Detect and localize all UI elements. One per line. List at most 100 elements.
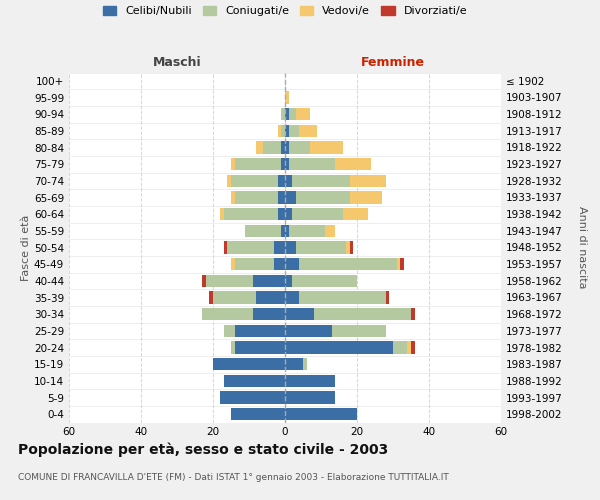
Bar xyxy=(274,242,285,254)
Bar xyxy=(289,108,296,120)
Bar xyxy=(350,191,382,204)
Bar xyxy=(343,208,368,220)
Bar xyxy=(213,291,256,304)
Bar xyxy=(227,174,231,187)
Bar xyxy=(292,274,357,287)
Bar xyxy=(213,358,285,370)
Bar xyxy=(350,242,353,254)
Legend: Celibi/Nubili, Coniugati/e, Vedovi/e, Divorziati/e: Celibi/Nubili, Coniugati/e, Vedovi/e, Di… xyxy=(98,1,472,20)
Bar xyxy=(314,308,411,320)
Bar xyxy=(335,158,371,170)
Bar xyxy=(235,191,278,204)
Bar xyxy=(278,174,285,187)
Bar xyxy=(224,374,285,387)
Bar xyxy=(285,191,296,204)
Bar xyxy=(285,242,296,254)
Bar xyxy=(346,242,350,254)
Bar xyxy=(281,141,285,154)
Bar xyxy=(245,224,281,237)
Bar xyxy=(299,258,397,270)
Bar xyxy=(281,124,285,137)
Bar xyxy=(231,158,235,170)
Bar xyxy=(220,208,224,220)
Bar xyxy=(285,358,303,370)
Bar xyxy=(285,108,289,120)
Bar xyxy=(235,258,274,270)
Bar xyxy=(281,224,285,237)
Bar xyxy=(256,291,285,304)
Bar xyxy=(278,124,281,137)
Bar xyxy=(397,258,400,270)
Bar xyxy=(393,341,407,354)
Bar xyxy=(278,208,285,220)
Bar xyxy=(285,374,335,387)
Bar xyxy=(281,158,285,170)
Bar xyxy=(285,158,289,170)
Bar xyxy=(285,391,335,404)
Bar xyxy=(407,341,411,354)
Bar xyxy=(278,191,285,204)
Bar xyxy=(400,258,404,270)
Bar xyxy=(289,224,325,237)
Bar xyxy=(224,208,278,220)
Bar xyxy=(202,274,206,287)
Bar xyxy=(411,341,415,354)
Bar xyxy=(285,324,332,337)
Bar xyxy=(296,191,350,204)
Bar xyxy=(253,308,285,320)
Bar xyxy=(296,242,346,254)
Bar xyxy=(231,341,235,354)
Bar xyxy=(227,242,274,254)
Bar xyxy=(220,391,285,404)
Bar xyxy=(285,408,357,420)
Bar xyxy=(292,174,350,187)
Bar xyxy=(285,341,393,354)
Bar xyxy=(224,324,235,337)
Y-axis label: Fasce di età: Fasce di età xyxy=(21,214,31,280)
Bar xyxy=(285,141,289,154)
Bar xyxy=(350,174,386,187)
Bar xyxy=(285,224,289,237)
Bar xyxy=(263,141,281,154)
Bar xyxy=(303,358,307,370)
Bar xyxy=(292,208,343,220)
Bar xyxy=(281,108,285,120)
Bar xyxy=(386,291,389,304)
Bar xyxy=(231,174,278,187)
Text: Popolazione per età, sesso e stato civile - 2003: Popolazione per età, sesso e stato civil… xyxy=(18,442,388,457)
Bar xyxy=(256,141,263,154)
Bar xyxy=(285,308,314,320)
Bar xyxy=(285,124,289,137)
Bar xyxy=(285,208,292,220)
Bar xyxy=(231,258,235,270)
Bar xyxy=(285,291,299,304)
Bar xyxy=(289,158,335,170)
Bar xyxy=(231,191,235,204)
Bar xyxy=(235,324,285,337)
Text: Maschi: Maschi xyxy=(152,56,202,69)
Bar xyxy=(299,291,386,304)
Bar xyxy=(231,408,285,420)
Bar xyxy=(325,224,335,237)
Bar xyxy=(310,141,343,154)
Bar xyxy=(253,274,285,287)
Bar xyxy=(209,291,213,304)
Bar xyxy=(411,308,415,320)
Bar xyxy=(285,274,292,287)
Bar xyxy=(206,274,253,287)
Bar xyxy=(235,158,281,170)
Bar xyxy=(285,258,299,270)
Text: COMUNE DI FRANCAVILLA D'ETE (FM) - Dati ISTAT 1° gennaio 2003 - Elaborazione TUT: COMUNE DI FRANCAVILLA D'ETE (FM) - Dati … xyxy=(18,472,449,482)
Bar xyxy=(289,141,310,154)
Text: Femmine: Femmine xyxy=(361,56,425,69)
Bar xyxy=(224,242,227,254)
Bar xyxy=(285,174,292,187)
Bar xyxy=(235,341,285,354)
Bar xyxy=(296,108,310,120)
Bar xyxy=(289,124,299,137)
Bar xyxy=(202,308,253,320)
Bar xyxy=(285,91,289,104)
Bar xyxy=(274,258,285,270)
Bar xyxy=(332,324,386,337)
Y-axis label: Anni di nascita: Anni di nascita xyxy=(577,206,587,288)
